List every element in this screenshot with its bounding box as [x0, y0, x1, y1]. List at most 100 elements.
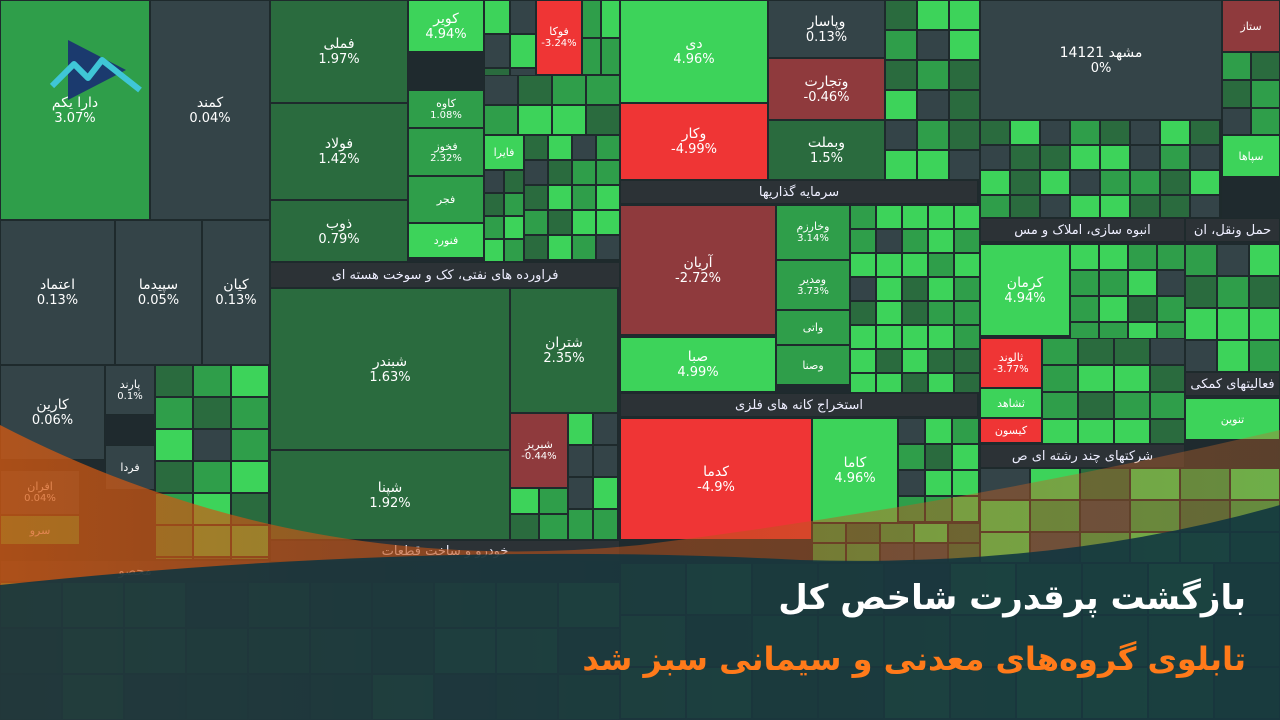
- stock-tile[interactable]: [510, 0, 536, 34]
- stock-tile[interactable]: [572, 210, 596, 235]
- stock-tile[interactable]: [917, 60, 949, 90]
- stock-tile[interactable]: [876, 373, 902, 393]
- stock-tile[interactable]: [1180, 468, 1230, 500]
- stock-tile[interactable]: [1160, 195, 1190, 218]
- stock-tile[interactable]: [928, 349, 954, 373]
- stock-tile[interactable]: [548, 260, 572, 262]
- sector-header[interactable]: فعالیتهای کمکی: [1185, 372, 1280, 396]
- stock-tile[interactable]: [193, 557, 231, 560]
- stock-tile[interactable]: [1100, 145, 1130, 170]
- stock-tile[interactable]: [1114, 392, 1150, 419]
- stock-tile[interactable]: [484, 75, 518, 105]
- stock-tile[interactable]: [1130, 532, 1180, 563]
- stock-tile[interactable]: فنورد: [408, 223, 484, 258]
- stock-tile[interactable]: ثالوند -3.77%: [980, 338, 1042, 388]
- stock-tile[interactable]: [484, 34, 510, 68]
- stock-tile[interactable]: [902, 229, 928, 253]
- stock-tile[interactable]: پارند 0.1%: [105, 365, 155, 415]
- stock-tile[interactable]: [1249, 244, 1280, 276]
- stock-tile[interactable]: [850, 349, 876, 373]
- stock-tile[interactable]: [954, 277, 980, 301]
- stock-tile[interactable]: [1070, 195, 1100, 218]
- stock-tile[interactable]: [434, 674, 496, 720]
- stock-tile[interactable]: [1150, 392, 1185, 419]
- stock-tile[interactable]: [1190, 195, 1220, 218]
- stock-tile[interactable]: [1100, 195, 1130, 218]
- stock-tile[interactable]: [558, 582, 620, 628]
- stock-tile[interactable]: [572, 260, 596, 262]
- stock-tile[interactable]: [1217, 308, 1249, 340]
- stock-tile[interactable]: [1042, 338, 1078, 365]
- stock-tile[interactable]: [231, 429, 269, 461]
- stock-tile[interactable]: [1249, 340, 1280, 372]
- stock-tile[interactable]: [1222, 108, 1251, 135]
- stock-tile[interactable]: [1217, 244, 1249, 276]
- stock-tile[interactable]: وکار -4.99%: [620, 103, 768, 180]
- stock-tile[interactable]: [1217, 340, 1249, 372]
- stock-tile[interactable]: کمند 0.04%: [150, 0, 270, 220]
- stock-tile[interactable]: [1078, 338, 1114, 365]
- stock-tile[interactable]: [593, 509, 618, 540]
- stock-tile[interactable]: [1128, 244, 1157, 270]
- stock-tile[interactable]: [62, 674, 124, 720]
- stock-tile[interactable]: [484, 239, 504, 262]
- stock-tile[interactable]: [484, 216, 504, 239]
- stock-tile[interactable]: [949, 0, 980, 30]
- stock-tile[interactable]: مشهد 14121 0%: [980, 0, 1222, 120]
- stock-tile[interactable]: فایرا: [484, 135, 524, 170]
- stock-tile[interactable]: [1080, 500, 1130, 532]
- stock-tile[interactable]: [548, 235, 572, 260]
- stock-tile[interactable]: [434, 582, 496, 628]
- stock-tile[interactable]: [876, 301, 902, 325]
- stock-tile[interactable]: [231, 557, 269, 560]
- stock-tile[interactable]: [0, 628, 62, 674]
- stock-tile[interactable]: [504, 193, 524, 216]
- stock-tile[interactable]: [572, 185, 596, 210]
- stock-tile[interactable]: [954, 229, 980, 253]
- stock-tile[interactable]: [193, 397, 231, 429]
- stock-tile[interactable]: [186, 628, 248, 674]
- stock-tile[interactable]: دارا یکم 3.07%: [0, 0, 150, 220]
- stock-tile[interactable]: [1114, 419, 1150, 444]
- stock-tile[interactable]: کدما -4.9%: [620, 418, 812, 540]
- stock-tile[interactable]: [1070, 170, 1100, 195]
- stock-tile[interactable]: [917, 120, 949, 150]
- stock-tile[interactable]: [876, 325, 902, 349]
- stock-tile[interactable]: [885, 120, 917, 150]
- stock-tile[interactable]: کیسون: [980, 418, 1042, 443]
- stock-tile[interactable]: کیان 0.13%: [202, 220, 270, 365]
- stock-tile[interactable]: [1130, 468, 1180, 500]
- stock-tile[interactable]: دی 4.96%: [620, 0, 768, 103]
- stock-tile[interactable]: [572, 235, 596, 260]
- stock-tile[interactable]: [1030, 532, 1080, 563]
- stock-tile[interactable]: [980, 170, 1010, 195]
- stock-tile[interactable]: [902, 349, 928, 373]
- stock-tile[interactable]: [248, 582, 310, 628]
- stock-tile[interactable]: [504, 170, 524, 193]
- stock-tile[interactable]: [1150, 419, 1185, 444]
- stock-tile[interactable]: [568, 413, 593, 445]
- stock-tile[interactable]: [0, 582, 62, 628]
- stock-tile[interactable]: [925, 444, 952, 470]
- stock-tile[interactable]: [504, 239, 524, 262]
- stock-tile[interactable]: [572, 160, 596, 185]
- stock-tile[interactable]: [155, 397, 193, 429]
- stock-tile[interactable]: [812, 543, 846, 563]
- sector-header[interactable]: سرمایه گذاریها: [620, 180, 978, 204]
- stock-tile[interactable]: [980, 532, 1030, 563]
- stock-tile[interactable]: [155, 461, 193, 493]
- stock-tile[interactable]: [885, 90, 917, 120]
- stock-tile[interactable]: شبریز -0.44%: [510, 413, 568, 488]
- stock-tile[interactable]: [231, 365, 269, 397]
- stock-tile[interactable]: [1099, 296, 1128, 322]
- stock-tile[interactable]: [949, 120, 980, 150]
- stock-tile[interactable]: [372, 628, 434, 674]
- stock-tile[interactable]: [1185, 308, 1217, 340]
- stock-tile[interactable]: [954, 373, 980, 393]
- stock-tile[interactable]: [1099, 244, 1128, 270]
- stock-tile[interactable]: [1160, 145, 1190, 170]
- stock-tile[interactable]: [1157, 244, 1185, 270]
- stock-tile[interactable]: فردا: [105, 445, 155, 490]
- stock-tile[interactable]: [1010, 145, 1040, 170]
- stock-tile[interactable]: [193, 493, 231, 525]
